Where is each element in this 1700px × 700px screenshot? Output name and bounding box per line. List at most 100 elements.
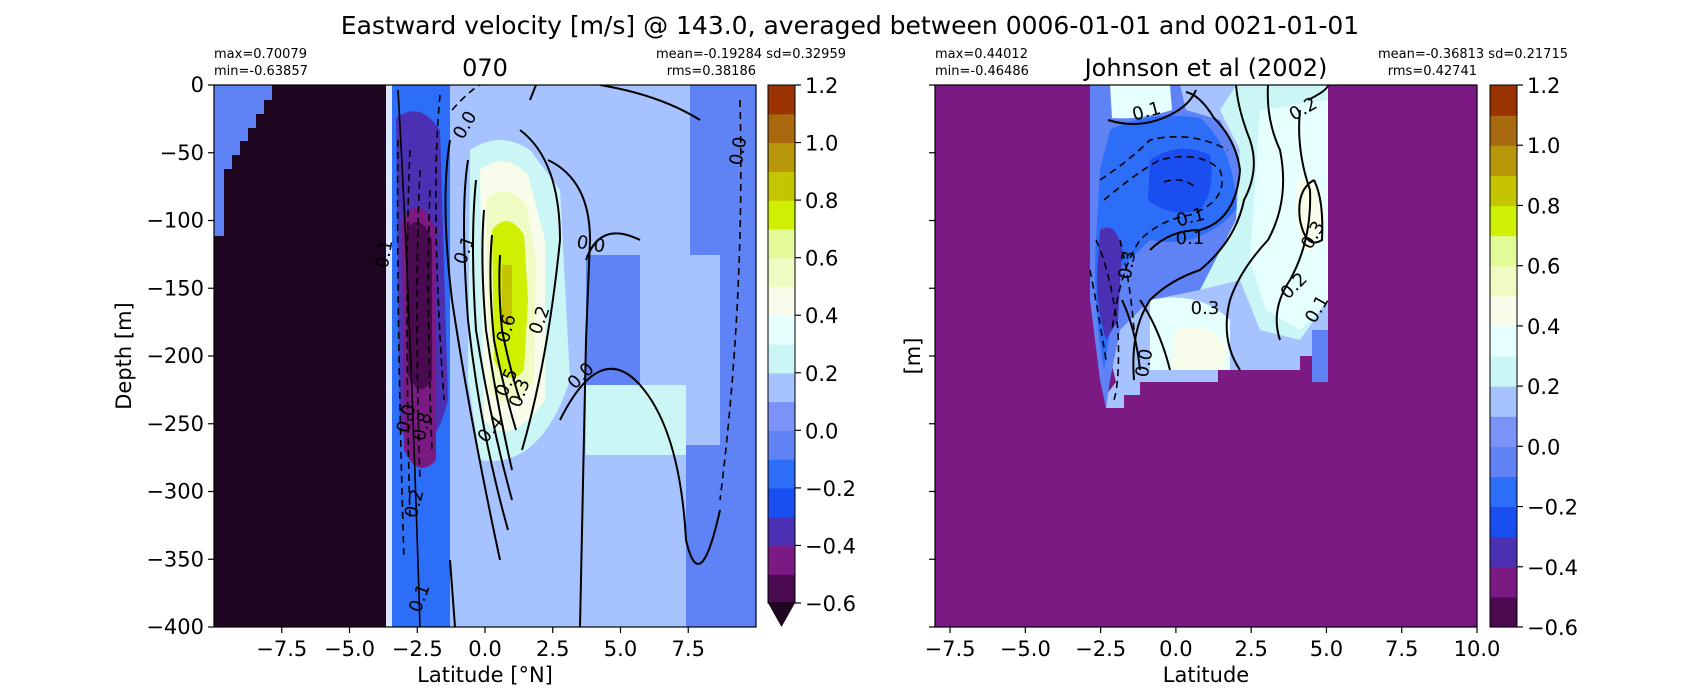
left-y-ticks: 0 −50 −100 −150 −200 −250 −300 −350 −400 [146, 73, 214, 639]
colorbar-segment [768, 315, 795, 345]
colorbar-segment [768, 171, 795, 201]
right-x-ticks: −7.5 −5.0 −2.5 0.0 2.5 5.0 7.5 10.0 [925, 627, 1501, 661]
colorbar-tick-label: −0.4 [1527, 556, 1578, 580]
colorbar-segment [768, 516, 795, 547]
left-stat-mean: mean=-0.19284 sd=0.32959 [656, 47, 846, 62]
colorbar-tick-label: 1.0 [1527, 134, 1560, 158]
colorbar-tick-label: 0.0 [1527, 435, 1560, 459]
colorbar-segment [1490, 596, 1517, 628]
right-dashed-contours [1089, 135, 1229, 401]
dashed-contours [396, 85, 742, 561]
x-tick-label: 7.5 [672, 637, 705, 661]
y-tick-label: −250 [146, 412, 204, 436]
y-tick-label: −350 [146, 547, 204, 571]
contour-lines [397, 85, 721, 627]
colorbar-segment [768, 401, 795, 431]
colorbar-tick-label: 0.2 [805, 362, 838, 386]
colorbar-segment [768, 372, 795, 403]
colorbar-segment [768, 85, 795, 115]
y-tick-label: −300 [146, 480, 204, 504]
contour-label: 0.0 [575, 232, 607, 258]
colorbar-segment [1490, 446, 1517, 478]
colorbar-segment [1490, 85, 1517, 116]
left-stat-rms: rms=0.38186 [667, 64, 756, 79]
x-tick-label: 5.0 [604, 637, 637, 661]
left-panel: 070 max=0.70079 min=-0.63857 mean=-0.192… [112, 47, 846, 687]
left-contour-labels: 0.00.1 0.00.00.6 0.20.50.30.40.10.00.10.20… [372, 108, 752, 616]
colorbar-segment [1490, 416, 1517, 447]
colorbar-segment [768, 113, 795, 144]
colorbar-segment [1490, 265, 1517, 297]
y-tick-label: −100 [146, 209, 204, 233]
y-tick-label: 0 [191, 73, 204, 97]
right-heatmap [935, 85, 1477, 627]
y-tick-label: −400 [146, 615, 204, 639]
contour-label: 0.3 [1115, 249, 1141, 281]
left-stat-max: max=0.70079 [214, 47, 307, 62]
left-x-axis-label: Latitude [°N] [417, 663, 553, 687]
contour-label: 0.3 [1191, 298, 1220, 319]
colorbar-segment [1490, 536, 1517, 568]
colorbar-segment [768, 344, 795, 374]
colorbar-tick-label: 0.4 [1527, 315, 1560, 339]
colorbar-tick-label: 0.0 [805, 419, 838, 443]
coast-line [386, 85, 392, 627]
colorbar-tick-label: −0.4 [805, 534, 856, 558]
east-core [1250, 100, 1328, 330]
east-deep-edge [1312, 330, 1328, 382]
right-panel-title: Johnson et al (2002) [1083, 54, 1328, 82]
west-core-inner [406, 222, 432, 389]
x-tick-label: 5.0 [1310, 637, 1343, 661]
x-tick-label: −7.5 [925, 637, 976, 661]
colorbar-segment [768, 430, 795, 460]
colorbar-tick-label: −0.6 [1527, 616, 1578, 640]
colorbar-tick-label: 1.2 [805, 74, 838, 98]
right-stat-rms: rms=0.42741 [1388, 64, 1477, 79]
left-y-axis-label: Depth [m] [112, 302, 136, 409]
x-tick-label: 0.0 [1159, 637, 1192, 661]
colorbar-segment [1490, 175, 1517, 207]
y-tick-label: −150 [146, 276, 204, 300]
colorbar-segment [1490, 476, 1517, 508]
colorbar-tick-label: 0.8 [805, 189, 838, 213]
contour-label: 0.1 [372, 238, 398, 270]
right-y-axis-label: [m] [901, 338, 925, 375]
y-tick-label: −200 [146, 344, 204, 368]
colorbar-segment [768, 200, 795, 230]
x-tick-label: −7.5 [256, 637, 307, 661]
left-panel-title: 070 [462, 54, 508, 82]
right-stat-mean: mean=-0.36813 sd=0.21715 [1378, 47, 1568, 62]
right-contours [1107, 85, 1329, 381]
contour-label: 0.1 [1176, 228, 1205, 249]
colorbar-tick-label: −0.2 [805, 477, 856, 501]
colorbar-segment [768, 257, 795, 288]
left-stat-min: min=-0.63857 [214, 64, 308, 79]
masked-region [214, 85, 388, 627]
x-tick-label: 10.0 [1454, 637, 1501, 661]
left-colorbar: 1.2 1.0 0.8 0.6 0.4 0.2 0.0 −0.2 −0.4 −0.6 [767, 74, 856, 627]
colorbar-segment [1490, 325, 1517, 357]
east-edge [720, 85, 756, 627]
colorbar-segment [1490, 506, 1517, 538]
right-colorbar: 1.2 1.0 0.8 0.6 0.4 0.2 0.0 −0.2 −0.4 −0.6 [1489, 74, 1578, 640]
deep-max [1172, 327, 1226, 370]
colorbar-segment [1490, 295, 1517, 327]
colorbar-segment [768, 228, 795, 259]
colorbar-segment [1490, 115, 1517, 146]
colorbar-segment [768, 459, 795, 489]
right-stat-max: max=0.44012 [935, 47, 1028, 62]
colorbar-segment [1490, 566, 1517, 598]
colorbar-tick-label: 0.4 [805, 304, 838, 328]
left-heatmap [214, 85, 756, 627]
colorbar-tick-label: −0.2 [1527, 496, 1578, 520]
x-tick-label: 2.5 [536, 637, 569, 661]
suptitle: Eastward velocity [m/s] @ 143.0, average… [341, 11, 1359, 40]
surface-light [1110, 85, 1172, 119]
colorbar-segment [768, 286, 795, 316]
colorbar-segment [1490, 145, 1517, 176]
right-y-ticks [929, 84, 935, 628]
jet-max [502, 265, 512, 323]
x-tick-label: −2.5 [1075, 637, 1126, 661]
deep-patch-lower [586, 455, 686, 627]
